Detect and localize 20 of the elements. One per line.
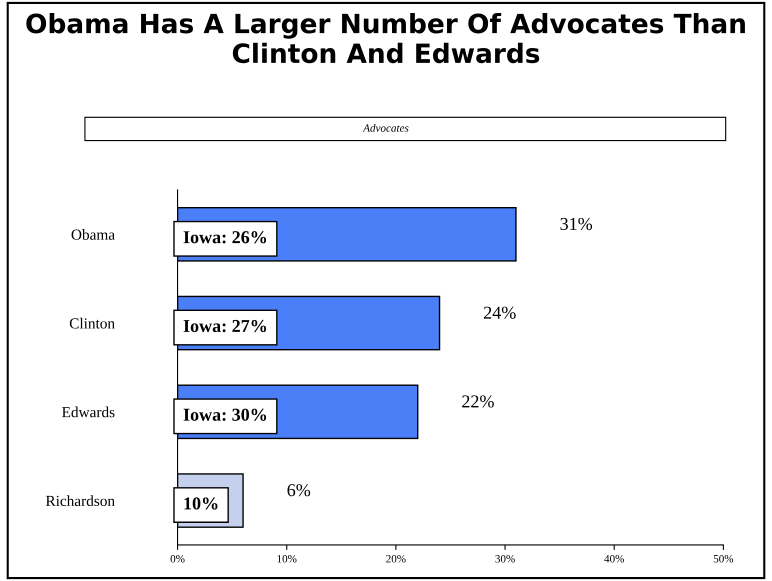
data-label: 6% xyxy=(287,484,310,496)
x-tick-label: 50% xyxy=(714,555,734,563)
data-label: 31% xyxy=(560,218,592,230)
data-label: 22% xyxy=(462,395,494,408)
annotation: Iowa: 26% xyxy=(184,231,266,244)
annotation: 10% xyxy=(184,497,218,510)
data-label: 24% xyxy=(484,306,516,319)
annotation: Iowa: 27% xyxy=(184,320,266,332)
x-tick-label: 20% xyxy=(386,555,406,563)
x-tick-label: 30% xyxy=(495,555,515,563)
y-tick-label: Clinton xyxy=(70,318,115,329)
chart-subtitle: Advocates xyxy=(362,124,408,132)
y-tick-label: Edwards xyxy=(62,406,115,418)
x-tick-label: 0% xyxy=(170,555,185,563)
annotation: Iowa: 30% xyxy=(184,408,266,421)
chart-title: Obama Has A Larger Number Of Advocates Than Clinton And Edwards xyxy=(26,13,745,64)
y-tick-label: Richardson xyxy=(46,495,115,506)
y-tick-label: Obama xyxy=(72,229,115,240)
x-tick-label: 10% xyxy=(278,555,297,563)
x-tick-label: 40% xyxy=(604,555,624,563)
